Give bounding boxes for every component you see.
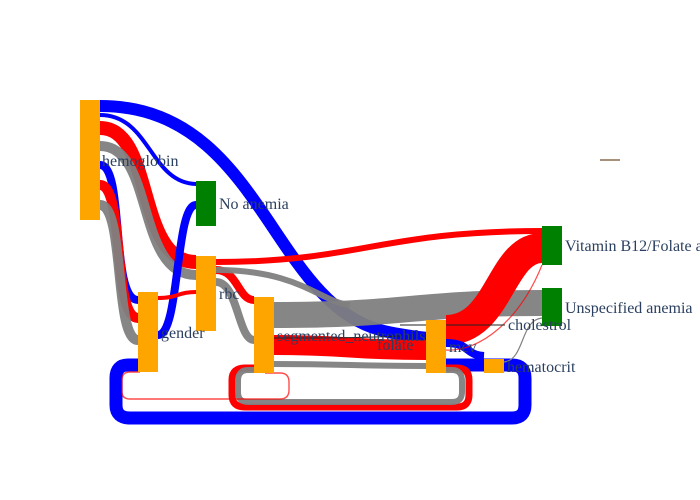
label-folate: folate [377,337,413,354]
flow-gender-rbc-red[interactable] [157,290,197,300]
flow-thin-loop[interactable] [121,371,290,400]
node-rbc[interactable] [196,256,216,331]
flow-mcv-hematocrit-blue[interactable] [445,339,485,360]
label-hematocrit: hematocrit [507,359,576,376]
node-vitamin-b12[interactable] [542,226,562,265]
flow-hemoglobin-noanemia[interactable] [99,113,197,186]
label-segmented-neutrophils: segmented_neutrophils [277,328,425,345]
flow-thin-vitamin[interactable] [445,264,543,351]
label-rbc: rbc [219,286,239,303]
flow-rbc-seg-gray[interactable] [215,278,256,344]
flow-gender-noanemia[interactable] [156,201,198,339]
flow-mcv-vitamin[interactable] [444,233,545,345]
flow-hemoglobin-gender-gray[interactable] [98,200,140,345]
label-mcv: mcv [449,339,477,356]
flow-hemoglobin-folate[interactable] [99,100,429,344]
node-hematocrit[interactable] [484,359,504,373]
flows [98,100,545,425]
node-unspecified[interactable] [542,288,562,326]
node-segmented-neutrophils[interactable] [254,297,274,373]
label-vitamin-b12: Vitamin B12/Folate anemia [565,238,700,255]
flow-seg-mcv-red[interactable] [272,335,427,360]
flow-thin-unspecified[interactable] [503,317,543,363]
flow-rbc-vitamin[interactable] [215,228,543,265]
flow-blue-loop[interactable] [109,358,532,425]
label-hemoglobin: hemoglobin [102,153,178,170]
nodes [80,100,562,373]
label-gender: gender [161,325,205,342]
label-unspecified: Unspecified anemia [565,300,693,317]
node-hemoglobin[interactable] [80,100,100,220]
node-gender[interactable] [138,292,158,372]
labels: hemoglobin No anemia rbc gender segmente… [102,153,700,376]
flow-seg-thin[interactable] [272,335,401,339]
label-cholestrol: cholestrol [508,317,572,334]
node-no-anemia[interactable] [196,181,216,226]
label-no-anemia: No anemia [219,196,289,213]
flow-seg-mcv-gray[interactable] [272,361,427,369]
flow-red-loop[interactable] [228,364,473,411]
flow-gray-loop[interactable] [235,367,465,405]
node-mcv[interactable] [426,320,446,373]
